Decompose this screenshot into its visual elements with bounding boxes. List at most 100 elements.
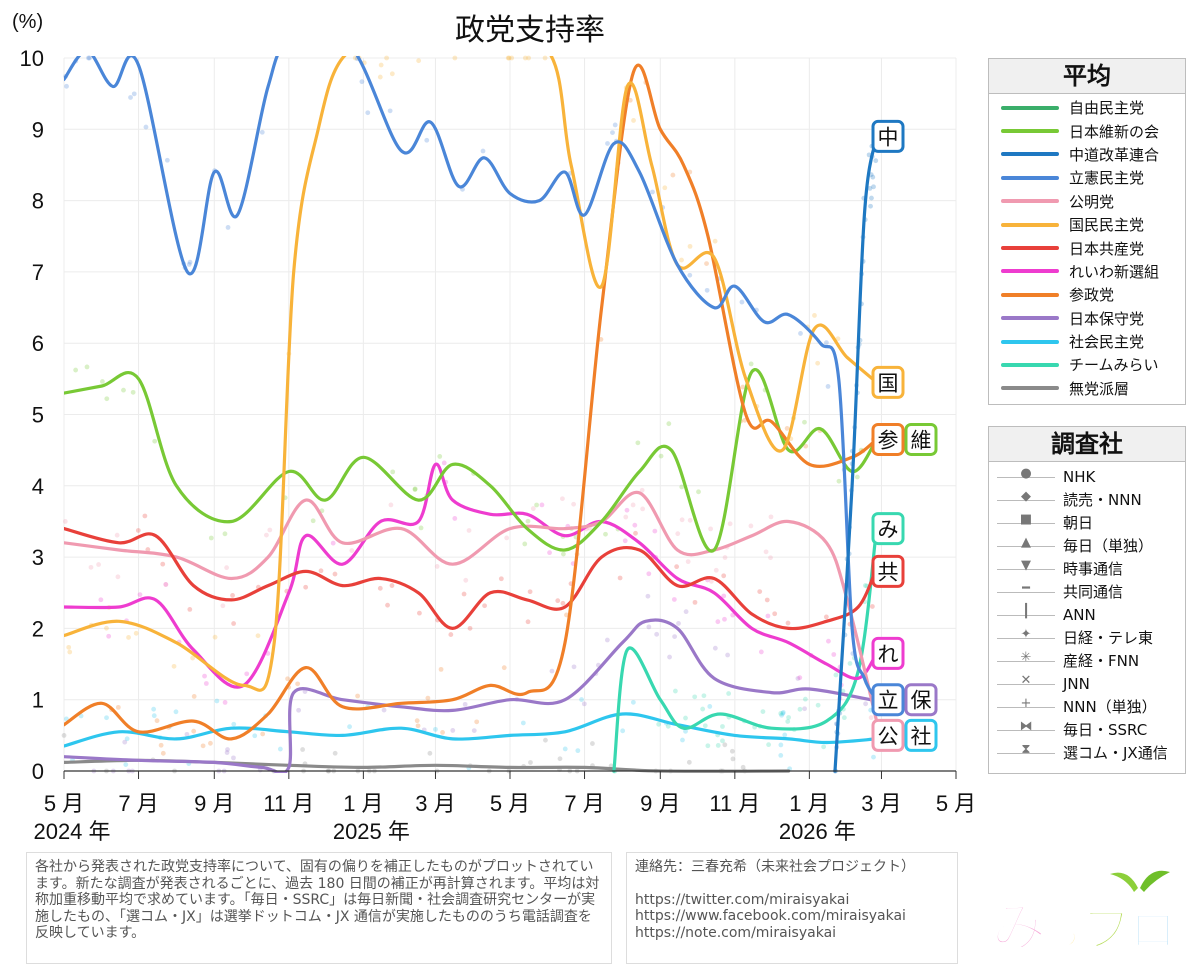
legend-average-panel: 平均 自由民主党 日本維新の会 中道改革連合 立憲民主党 公明党 国民民主党 日本共産党 れい… — [988, 58, 1186, 405]
survey-point — [255, 633, 261, 639]
survey-point — [200, 743, 206, 749]
legend-swatch — [1001, 269, 1059, 274]
survey-point — [687, 272, 693, 278]
x-tick-label: 5 月 — [936, 791, 976, 816]
survey-point — [739, 299, 745, 305]
end-label-text: 社 — [911, 724, 932, 748]
survey-point — [73, 367, 79, 373]
legend-label: 国民民主党 — [1069, 216, 1145, 235]
survey-point — [264, 532, 269, 538]
survey-marker-icon: ◆ — [997, 489, 1055, 507]
legend-average-item: 無党派層 — [989, 377, 1185, 400]
legend-label: 日本維新の会 — [1069, 122, 1160, 141]
survey-point — [802, 706, 807, 712]
survey-point — [355, 693, 360, 699]
survey-point — [766, 742, 772, 748]
survey-point — [549, 668, 555, 674]
survey-point — [709, 578, 714, 584]
survey-marker-icon: ✕ — [997, 673, 1055, 691]
survey-point — [225, 747, 230, 752]
survey-point — [220, 603, 226, 609]
survey-point — [482, 603, 487, 609]
survey-point — [758, 649, 764, 655]
x-tick-label: 11 月 — [263, 791, 314, 816]
survey-point — [778, 742, 784, 748]
method-note-text: 各社から発表された政党支持率について、固有の偏りを補正したものがプロットされてい… — [35, 859, 600, 941]
survey-point — [525, 619, 531, 625]
legend-swatch — [1001, 175, 1059, 180]
survey-point — [438, 666, 444, 672]
survey-point — [627, 97, 633, 103]
survey-point — [154, 718, 160, 724]
end-label-text: 維 — [911, 428, 932, 452]
contact-link-twitter[interactable]: https://twitter.com/miraisyakai — [635, 891, 850, 908]
survey-point — [692, 694, 698, 700]
survey-point — [676, 621, 681, 626]
end-label-text: れ — [878, 642, 899, 666]
survey-point — [525, 518, 531, 524]
survey-marker-icon: ⧓ — [997, 719, 1055, 737]
contact-link-note[interactable]: https://note.com/miraisyakai — [635, 924, 837, 941]
survey-point — [84, 364, 90, 370]
survey-point — [869, 195, 874, 201]
legend-survey-item: ■ 朝日 — [989, 511, 1185, 534]
survey-point — [124, 736, 130, 742]
series-line-日本保守党 — [64, 618, 873, 773]
survey-point — [863, 701, 868, 707]
y-tick-label: 4 — [32, 474, 44, 499]
survey-point — [186, 262, 192, 267]
survey-point — [296, 707, 302, 713]
legend-swatch — [1001, 316, 1059, 321]
survey-point — [224, 565, 230, 571]
survey-point — [620, 728, 626, 734]
survey-point — [416, 58, 422, 64]
survey-point — [712, 238, 718, 244]
survey-point — [760, 709, 766, 715]
survey-point — [700, 706, 706, 712]
legend-survey-item: + NNN（単独） — [989, 695, 1185, 718]
survey-point — [417, 610, 422, 616]
end-label: 国 — [871, 365, 905, 399]
legend-label: チームみらい — [1069, 356, 1159, 375]
survey-point — [522, 55, 528, 61]
x-year-label: 2024 年 — [33, 819, 110, 844]
survey-point — [114, 532, 120, 538]
survey-point — [62, 519, 68, 524]
svg-text:プ: プ — [1082, 900, 1132, 958]
survey-point — [692, 599, 698, 605]
survey-point — [604, 637, 610, 643]
survey-point — [555, 598, 561, 604]
survey-marker-icon: ● — [997, 466, 1055, 484]
survey-point — [705, 743, 711, 749]
survey-point — [685, 559, 691, 565]
survey-point — [158, 742, 164, 748]
legend-label: 日本保守党 — [1069, 309, 1145, 328]
survey-point — [725, 652, 731, 658]
end-label-box — [904, 718, 938, 752]
survey-marker-icon: ■ — [997, 512, 1055, 530]
survey-point — [726, 691, 732, 696]
survey-point — [862, 583, 868, 588]
contact-link-facebook[interactable]: https://www.facebook.com/miraisyakai — [635, 908, 906, 924]
survey-point — [67, 649, 73, 655]
survey-point — [106, 633, 112, 639]
survey-point — [671, 597, 677, 602]
legend-average-item: 日本共産党 — [989, 236, 1185, 259]
survey-point — [534, 502, 539, 508]
svg-text:ら: ら — [1042, 910, 1082, 956]
end-label: 共 — [871, 554, 905, 588]
survey-point — [831, 652, 837, 657]
survey-label: 毎日・SSRC — [1063, 721, 1148, 739]
survey-point — [222, 531, 228, 537]
legend-swatch — [1001, 339, 1059, 344]
survey-point — [729, 748, 735, 754]
legend-survey-title: 調査社 — [989, 427, 1185, 462]
legend-label: 自由民主党 — [1069, 99, 1145, 118]
series-line-れいわ新選組 — [64, 462, 879, 689]
end-label-text: 共 — [878, 560, 899, 584]
legend-swatch — [1001, 362, 1059, 367]
end-label-text: 公 — [878, 724, 899, 748]
y-tick-label: 6 — [32, 331, 44, 356]
survey-point — [295, 681, 301, 687]
series-line-社会民主党 — [64, 712, 879, 748]
